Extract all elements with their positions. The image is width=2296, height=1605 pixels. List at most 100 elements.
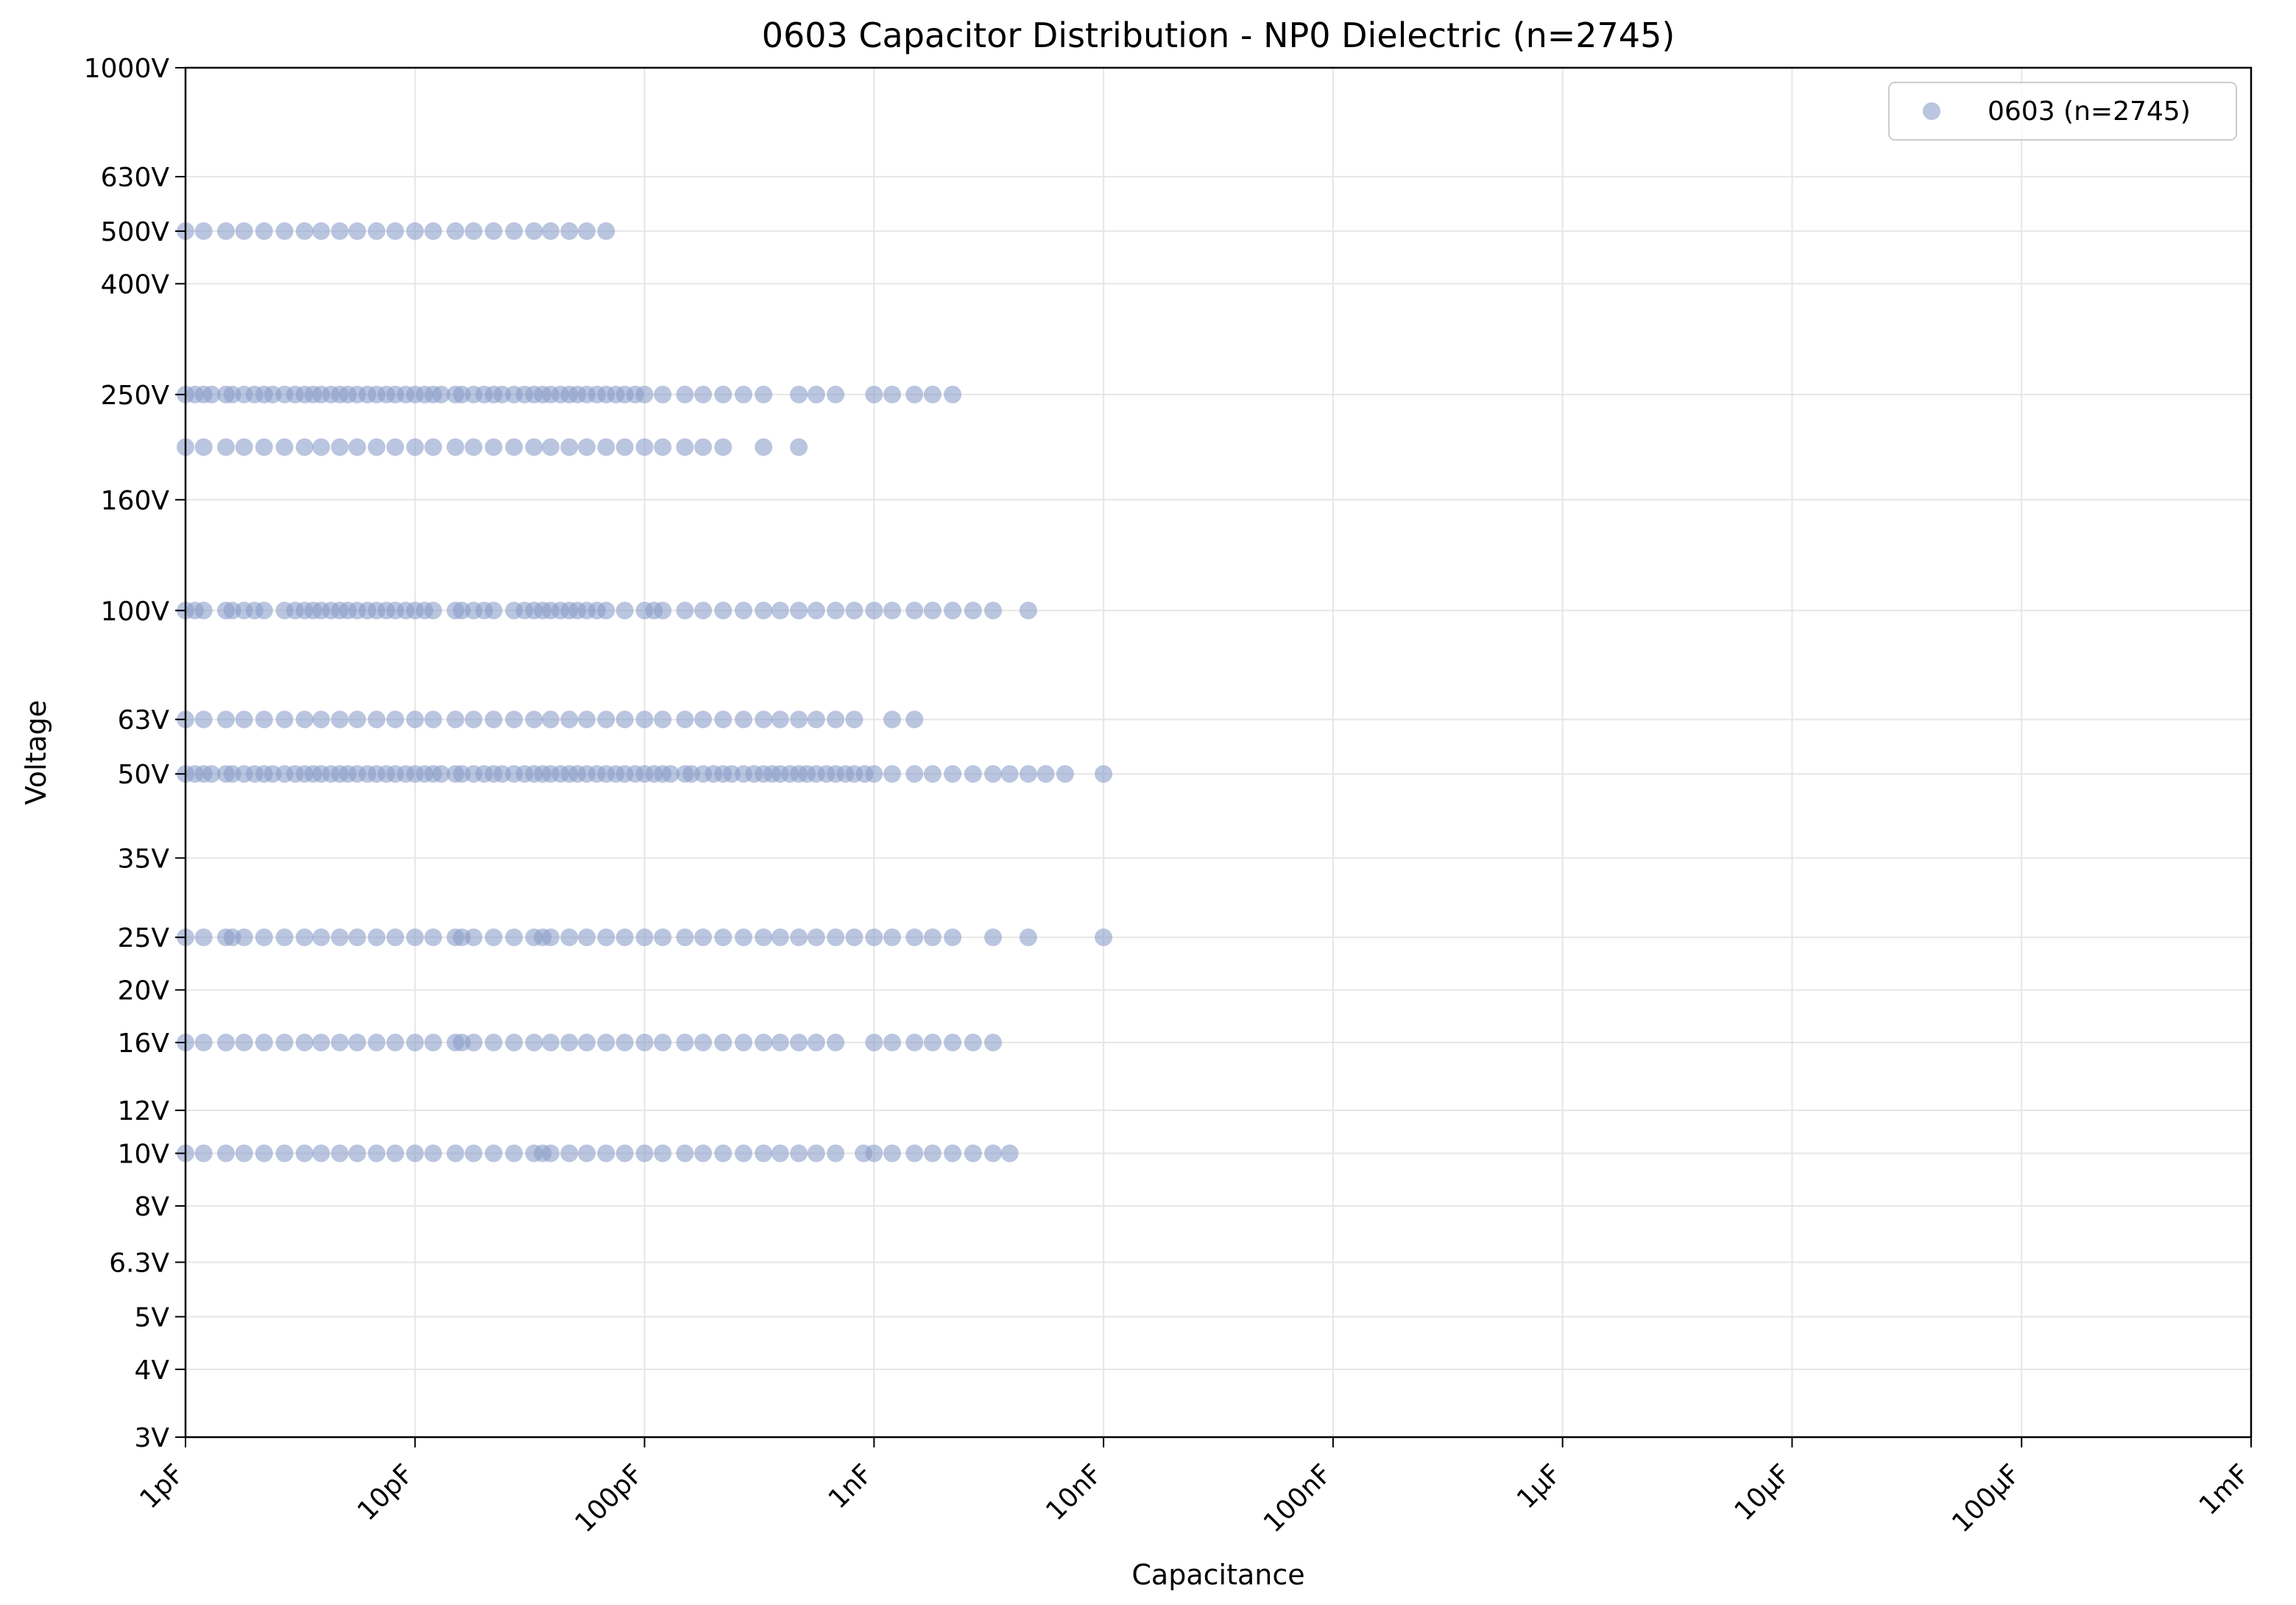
data-point (484, 928, 503, 947)
data-point (255, 710, 273, 729)
data-point (406, 222, 424, 240)
y-tick-label: 5V (134, 1302, 169, 1333)
data-point (484, 1034, 503, 1052)
y-tick-label: 20V (118, 976, 170, 1006)
data-point (484, 438, 503, 456)
data-point (755, 710, 773, 729)
data-point (694, 385, 713, 403)
data-point (676, 1144, 694, 1163)
data-point (578, 710, 596, 729)
data-point (505, 1034, 523, 1052)
data-point (635, 385, 654, 403)
y-tick-label: 3V (134, 1423, 169, 1453)
data-point (1019, 765, 1037, 783)
data-point (983, 765, 1002, 783)
y-gridlines (186, 67, 2251, 1438)
data-point (964, 1034, 982, 1052)
data-point (827, 602, 845, 620)
data-point (635, 438, 654, 456)
data-point (883, 1144, 902, 1163)
y-tick-label: 100V (101, 596, 170, 627)
data-point (275, 438, 294, 456)
data-point (255, 928, 273, 947)
y-tick-label: 500V (101, 217, 170, 247)
data-point (944, 928, 962, 947)
data-point (235, 1144, 253, 1163)
data-point (654, 1034, 672, 1052)
data-point (312, 1034, 331, 1052)
data-point (790, 1144, 808, 1163)
data-point (790, 385, 808, 403)
data-point (755, 385, 773, 403)
data-point (406, 710, 424, 729)
data-point (235, 710, 253, 729)
data-point (194, 1034, 213, 1052)
data-point (525, 710, 543, 729)
data-point (1019, 602, 1037, 620)
data-point (424, 438, 442, 456)
data-point (542, 710, 560, 729)
data-point (694, 1144, 713, 1163)
data-point (446, 1144, 465, 1163)
data-point (194, 1144, 213, 1163)
data-point (714, 1144, 732, 1163)
y-tick-label: 1000V (84, 54, 170, 84)
data-point (735, 928, 753, 947)
data-point (312, 438, 331, 456)
data-point (505, 928, 523, 947)
data-point (386, 710, 404, 729)
data-point (964, 602, 982, 620)
data-point (465, 1034, 483, 1052)
data-point (676, 710, 694, 729)
data-point (865, 765, 883, 783)
data-point (348, 1144, 367, 1163)
y-tick-label: 4V (134, 1355, 169, 1386)
data-point (676, 438, 694, 456)
data-point (505, 710, 523, 729)
data-point (615, 438, 634, 456)
data-point (735, 1034, 753, 1052)
data-point (883, 765, 902, 783)
data-point (883, 710, 902, 729)
data-point (1019, 928, 1037, 947)
data-point (275, 222, 294, 240)
data-point (714, 928, 732, 947)
data-point (295, 1144, 314, 1163)
data-point (331, 438, 349, 456)
data-point (484, 710, 503, 729)
data-point (790, 928, 808, 947)
data-point (202, 765, 221, 783)
data-point (755, 602, 773, 620)
data-point (235, 928, 253, 947)
data-point (654, 385, 672, 403)
data-point (275, 1034, 294, 1052)
scatter-points (177, 222, 1113, 1163)
data-point (348, 1034, 367, 1052)
data-point (331, 222, 349, 240)
data-point (505, 1144, 523, 1163)
data-point (235, 222, 253, 240)
data-point (807, 602, 825, 620)
data-point (465, 928, 483, 947)
y-tick-label: 160V (101, 486, 170, 516)
data-point (484, 222, 503, 240)
data-point (1056, 765, 1074, 783)
data-point (348, 928, 367, 947)
data-point (465, 438, 483, 456)
data-point (194, 222, 213, 240)
data-point (694, 602, 713, 620)
data-point (216, 1144, 235, 1163)
data-point (845, 602, 863, 620)
data-point (275, 1144, 294, 1163)
data-point (386, 222, 404, 240)
data-point (424, 222, 442, 240)
data-point (367, 1144, 386, 1163)
data-point (635, 1144, 654, 1163)
data-point (883, 928, 902, 947)
data-point (542, 1144, 560, 1163)
data-point (676, 1034, 694, 1052)
data-point (771, 1144, 789, 1163)
data-point (827, 710, 845, 729)
y-tick-label: 10V (118, 1140, 170, 1170)
